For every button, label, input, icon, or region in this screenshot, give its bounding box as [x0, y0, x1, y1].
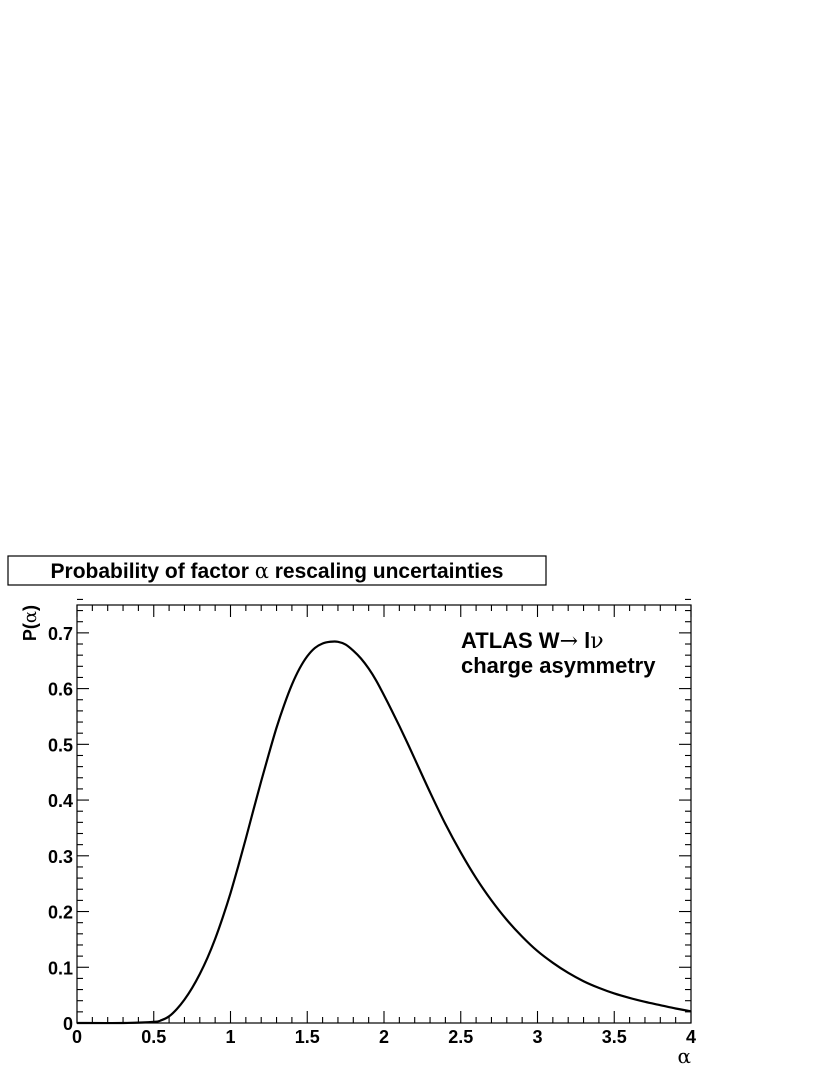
y-tick-label: 0.4	[48, 791, 73, 811]
chart-title: Probability of factor α rescaling uncert…	[51, 559, 504, 583]
y-label-pre: P(	[20, 623, 40, 641]
annotation-atlas-w: ATLAS W	[461, 628, 560, 653]
x-axis-label: α	[677, 1044, 691, 1068]
x-tick-labels: 0 0.5 1 1.5 2 2.5 3 3.5 4	[72, 1027, 696, 1047]
x-tick-label: 3.5	[602, 1027, 627, 1047]
y-tick-label: 0.1	[48, 958, 73, 978]
y-tick-label: 0.2	[48, 903, 73, 923]
x-tick-label: 0.5	[141, 1027, 166, 1047]
annotation-line2: charge asymmetry	[461, 653, 656, 678]
axis-ticks	[76, 598, 692, 1024]
y-tick-label: 0	[63, 1014, 73, 1034]
title-frame	[7, 555, 547, 586]
x-tick-label: 4	[686, 1027, 696, 1047]
y-label-symbol: α	[20, 611, 41, 623]
annotation-arrow: →	[560, 629, 578, 654]
y-tick-label: 0.7	[48, 624, 73, 644]
annotation-line1: ATLAS W→ lν	[461, 628, 604, 654]
y-tick-label: 0.3	[48, 847, 73, 867]
annotation-nu: ν	[590, 629, 603, 654]
probability-curve	[76, 640, 692, 1025]
title-box: Probability of factor α rescaling uncert…	[7, 555, 547, 586]
x-tick-label: 3	[532, 1027, 542, 1047]
x-tick-label: 1.5	[295, 1027, 320, 1047]
y-tick-label: 0.5	[48, 735, 73, 755]
y-label-post: )	[20, 605, 40, 611]
title-pre: Probability of factor	[51, 560, 255, 583]
title-post: rescaling uncertainties	[269, 560, 504, 583]
title-symbol: α	[255, 559, 269, 583]
y-tick-label: 0.6	[48, 680, 73, 700]
y-axis-label: P(α)	[20, 605, 41, 641]
x-tick-label: 2	[379, 1027, 389, 1047]
x-tick-label: 2.5	[448, 1027, 473, 1047]
x-tick-label: 1	[225, 1027, 235, 1047]
annotation-l: l	[578, 628, 590, 653]
x-tick-label: 0	[72, 1027, 82, 1047]
y-tick-labels: 0 0.1 0.2 0.3 0.4 0.5 0.6 0.7	[48, 624, 73, 1034]
